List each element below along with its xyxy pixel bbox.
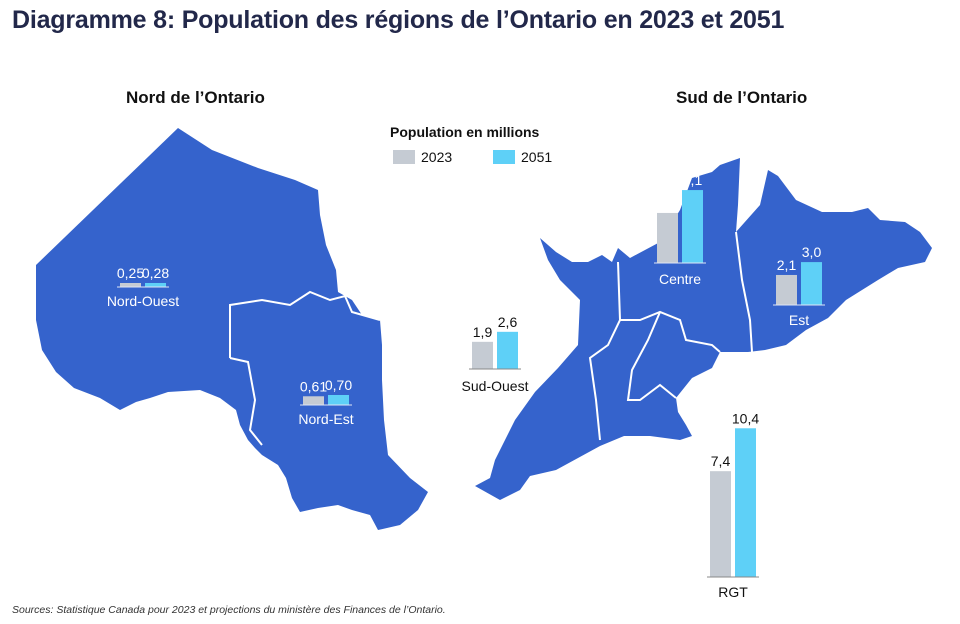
- north-region-border-lower: [229, 357, 263, 446]
- region-labels: Nord-Ouest Nord-Est Sud-Ouest Centre Est RGT: [107, 271, 809, 600]
- southern-ontario-map: [475, 158, 932, 500]
- chart-title: Diagramme 8: Population des régions de l…: [12, 6, 785, 34]
- north-map-title: Nord de l’Ontario: [126, 88, 265, 107]
- legend-title: Population en millions: [390, 124, 540, 140]
- gta-border: [626, 311, 677, 401]
- legend-swatch-2023: [393, 150, 415, 164]
- bar-sud-ouest-2023: [472, 341, 493, 369]
- legend-label-2051: 2051: [521, 149, 553, 165]
- value-label-nord-ouest-2051: 0,28: [142, 265, 169, 281]
- value-label-centre-2051: 5,1: [683, 172, 703, 188]
- value-label-est-2023: 2,1: [777, 257, 797, 273]
- bar-sud-ouest-2051: [497, 331, 518, 369]
- east-border: [735, 231, 753, 353]
- region-borders: [229, 231, 753, 446]
- value-label-centre-2023: 3,5: [658, 195, 678, 211]
- bars: [117, 190, 825, 578]
- value-label-nord-est-2051: 0,70: [325, 377, 352, 393]
- legend-label-2023: 2023: [421, 149, 453, 165]
- bar-nord-ouest-2051: [145, 282, 166, 287]
- bar-rgt-2051: [735, 428, 756, 577]
- legend-swatch-2051: [493, 150, 515, 164]
- region-label-sud-ouest: Sud-Ouest: [462, 378, 529, 394]
- legend-item-2051: 2051: [493, 149, 552, 165]
- bar-centre-2051: [682, 190, 703, 263]
- region-label-nord-est: Nord-Est: [298, 411, 353, 427]
- value-label-est-2051: 3,0: [802, 244, 822, 260]
- bar-est-2023: [776, 274, 797, 305]
- south-map-title: Sud de l’Ontario: [676, 88, 808, 107]
- bar-nord-ouest-2023: [120, 283, 141, 287]
- region-label-nord-ouest: Nord-Ouest: [107, 293, 179, 309]
- bar-nord-est-2023: [303, 396, 324, 405]
- legend-item-2023: 2023: [393, 149, 452, 165]
- southwest-border: [588, 261, 622, 441]
- bar-est-2051: [801, 262, 822, 305]
- bar-centre-2023: [657, 212, 678, 263]
- value-label-nord-ouest-2023: 0,25: [117, 265, 144, 281]
- value-label-sud-ouest-2023: 1,9: [473, 324, 493, 340]
- north-region-border: [229, 290, 381, 358]
- value-label-rgt-2051: 10,4: [732, 410, 759, 426]
- region-label-centre: Centre: [659, 271, 701, 287]
- northern-ontario-map: [36, 128, 428, 530]
- value-label-sud-ouest-2051: 2,6: [498, 314, 518, 330]
- bar-nord-est-2051: [328, 394, 349, 405]
- value-labels: 0,250,28 0,610,70 1,9 2,6 3,5 5,1 2,1 3,0 7,4 10,…: [117, 172, 822, 469]
- value-label-rgt-2023: 7,4: [711, 453, 731, 469]
- value-label-nord-est-2023: 0,61: [300, 378, 327, 394]
- region-label-rgt: RGT: [718, 584, 748, 600]
- central-border: [620, 310, 721, 353]
- source-note: Sources: Statistique Canada pour 2023 et…: [12, 604, 446, 616]
- bar-rgt-2023: [710, 471, 731, 577]
- region-label-est: Est: [789, 312, 809, 328]
